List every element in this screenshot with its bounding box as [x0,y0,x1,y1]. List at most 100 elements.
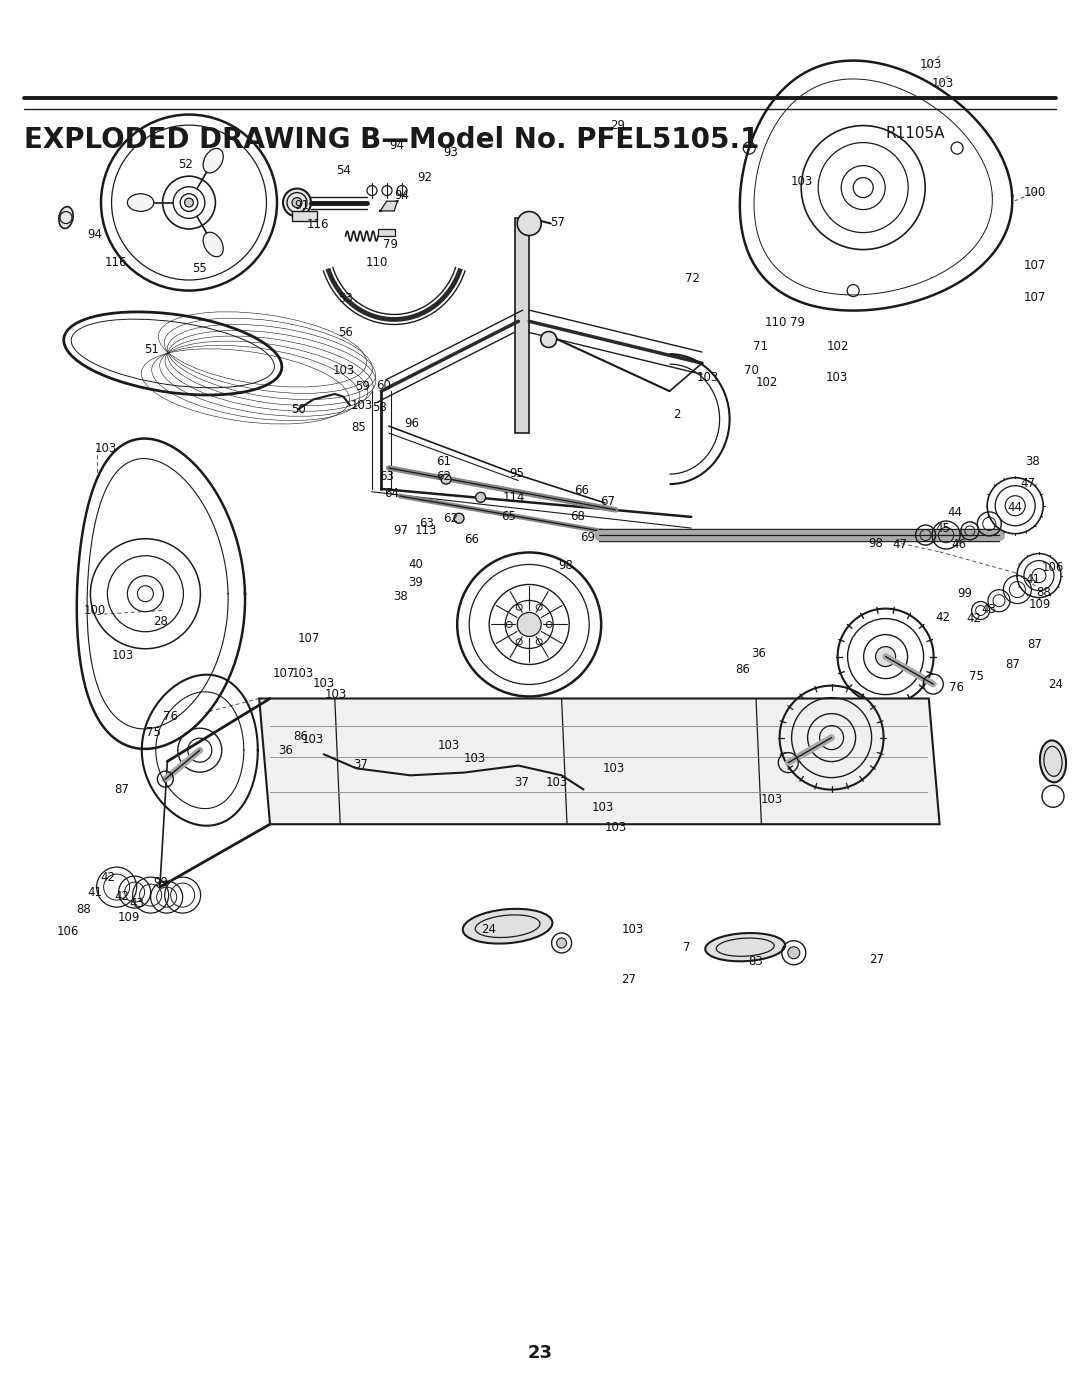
Text: 102: 102 [827,339,849,353]
Text: 41: 41 [87,886,103,900]
Text: 7: 7 [684,940,690,954]
Text: 69: 69 [580,531,595,545]
Circle shape [454,513,464,524]
Text: 103: 103 [95,441,117,455]
Text: 75: 75 [969,669,984,683]
Text: 87: 87 [1027,637,1042,651]
Text: 113: 113 [415,524,436,538]
Text: 103: 103 [761,792,783,806]
Text: 103: 103 [112,648,134,662]
Text: 103: 103 [292,666,313,680]
Text: 103: 103 [932,77,954,91]
Text: 87: 87 [114,782,130,796]
Text: 110: 110 [765,316,786,330]
Text: 67: 67 [600,495,616,509]
Text: 98: 98 [868,536,883,550]
Text: 99: 99 [153,876,168,890]
Ellipse shape [58,207,73,229]
Text: 103: 103 [622,922,644,936]
Circle shape [292,197,302,208]
Text: 103: 103 [546,775,568,789]
Text: 46: 46 [951,538,967,552]
Circle shape [556,937,567,949]
Text: 38: 38 [1025,454,1040,468]
Text: 42: 42 [967,612,982,626]
Text: EXPLODED DRAWING B—Model No. PFEL5105.1: EXPLODED DRAWING B—Model No. PFEL5105.1 [24,126,759,154]
Text: 107: 107 [1024,291,1045,305]
Text: 88: 88 [1036,585,1051,599]
Text: 94: 94 [389,138,404,152]
Text: 103: 103 [313,676,335,690]
Text: 103: 103 [826,370,848,384]
Text: 83: 83 [748,954,764,968]
Text: 23: 23 [527,1344,553,1362]
Text: 85: 85 [351,420,366,434]
Ellipse shape [462,909,553,943]
Ellipse shape [127,194,153,211]
Text: 103: 103 [920,57,942,71]
Ellipse shape [283,189,311,217]
Polygon shape [378,229,395,236]
Ellipse shape [203,148,224,173]
Text: 64: 64 [384,486,400,500]
Text: 91: 91 [294,198,309,212]
Text: 65: 65 [501,510,516,524]
Text: 87: 87 [1005,658,1021,672]
Text: 44: 44 [1008,500,1023,514]
Text: 55: 55 [192,261,207,275]
Text: 51: 51 [144,342,159,356]
Text: 43: 43 [130,897,145,911]
Ellipse shape [1040,740,1066,782]
Text: 71: 71 [753,339,768,353]
Text: 56: 56 [338,326,353,339]
Text: 97: 97 [393,524,408,538]
Text: 24: 24 [481,922,496,936]
Text: 79: 79 [789,316,805,330]
Text: 107: 107 [273,666,295,680]
Text: 47: 47 [1021,476,1036,490]
Circle shape [541,331,556,348]
Text: 45: 45 [935,521,950,535]
Circle shape [787,947,800,958]
Text: 72: 72 [685,271,700,285]
Text: 109: 109 [118,911,139,925]
Text: 63: 63 [419,517,434,531]
Polygon shape [259,698,940,824]
Text: 107: 107 [1024,258,1045,272]
Text: 54: 54 [336,163,351,177]
Circle shape [475,492,486,503]
Polygon shape [515,218,529,433]
Text: 103: 103 [791,175,812,189]
Text: 79: 79 [383,237,399,251]
Text: 100: 100 [1024,186,1045,200]
Text: 53: 53 [338,292,353,306]
Text: 116: 116 [307,218,328,232]
Text: 29: 29 [610,119,625,133]
Circle shape [185,198,193,207]
Text: 102: 102 [756,376,778,390]
Text: 86: 86 [735,662,751,676]
Text: 43: 43 [982,602,997,616]
Text: 27: 27 [621,972,636,986]
Text: 47: 47 [892,538,907,552]
Text: 27: 27 [869,953,885,967]
Text: 103: 103 [333,363,354,377]
Text: 103: 103 [325,687,347,701]
Text: 103: 103 [351,398,373,412]
Text: 2: 2 [674,408,680,422]
Text: 109: 109 [1029,598,1051,612]
Text: 107: 107 [298,631,320,645]
Text: 106: 106 [1042,560,1064,574]
Text: 42: 42 [935,610,950,624]
Text: 68: 68 [570,510,585,524]
Ellipse shape [203,232,224,257]
Text: R1105A: R1105A [886,126,945,141]
Text: 98: 98 [558,559,573,573]
Ellipse shape [705,933,785,961]
Text: 96: 96 [404,416,419,430]
Circle shape [517,211,541,236]
Circle shape [441,474,451,485]
Text: 42: 42 [100,870,116,884]
Text: 62: 62 [443,511,458,525]
Circle shape [517,612,541,637]
